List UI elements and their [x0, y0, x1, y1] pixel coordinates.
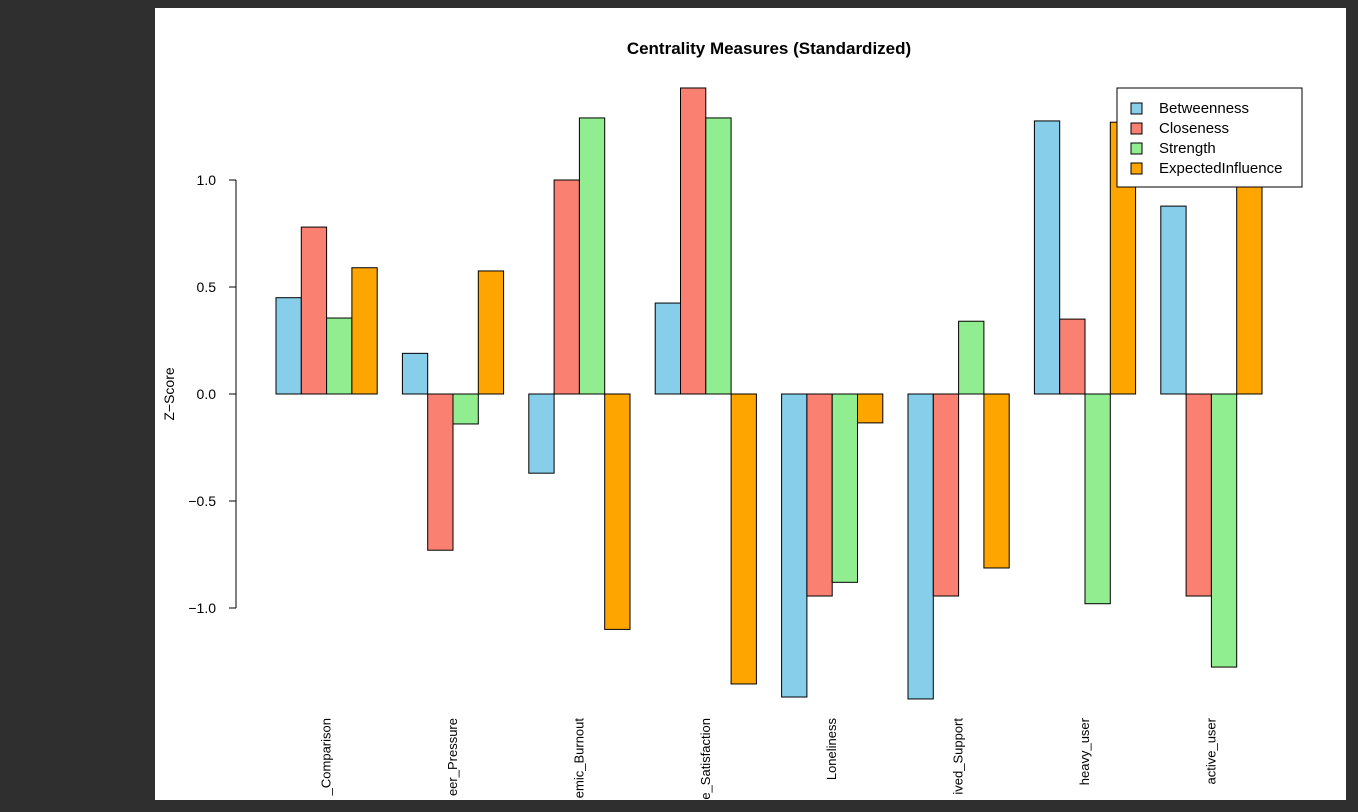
bar	[781, 393, 808, 698]
bar	[326, 317, 353, 395]
x-tick-label: Loneliness	[824, 718, 839, 781]
bar	[1033, 120, 1061, 395]
x-tick-label: e_Satisfaction	[698, 718, 713, 800]
bar	[452, 393, 479, 425]
bar	[1210, 393, 1238, 668]
bar	[578, 117, 606, 395]
y-tick-label: 0.0	[197, 386, 217, 402]
bar	[300, 226, 328, 395]
y-axis-label: Z−Score	[161, 367, 177, 421]
bar	[831, 393, 859, 583]
bar	[477, 270, 505, 395]
bar	[1185, 393, 1212, 597]
x-tick-label: active_user	[1203, 717, 1218, 784]
bar	[351, 267, 378, 395]
legend-swatch	[1130, 102, 1143, 115]
bar	[1084, 393, 1111, 605]
bar	[654, 302, 682, 395]
bar	[932, 393, 960, 597]
bar	[806, 393, 833, 597]
bar	[1236, 184, 1263, 395]
legend-label: Closeness	[1159, 120, 1229, 137]
bar	[1059, 318, 1086, 395]
bar	[730, 393, 757, 685]
x-tick-label: heavy_user	[1077, 717, 1092, 785]
chart-title: Centrality Measures (Standardized)	[627, 39, 911, 58]
bar	[680, 87, 707, 395]
y-tick-label: 1.0	[197, 172, 217, 188]
x-tick-label: _Comparison	[319, 718, 334, 796]
legend-box	[1116, 87, 1303, 188]
bar	[983, 393, 1010, 569]
bar	[604, 393, 631, 630]
y-tick-label: 0.5	[197, 279, 217, 295]
bar	[705, 117, 732, 395]
x-tick-label: emic_Burnout	[571, 718, 586, 799]
legend-label: Betweenness	[1159, 100, 1249, 117]
y-tick-label: −1.0	[188, 600, 216, 616]
legend-label: Strength	[1159, 140, 1216, 157]
bar	[275, 297, 302, 395]
bar	[528, 393, 555, 474]
bar	[907, 393, 934, 700]
bar	[1160, 205, 1187, 395]
x-tick-label: eer_Pressure	[445, 718, 460, 796]
x-tick-label: ived_Support	[951, 718, 966, 795]
bar	[958, 320, 985, 395]
legend-label: ExpectedInfluence	[1159, 160, 1282, 177]
bar	[857, 393, 884, 424]
y-tick-label: −0.5	[188, 493, 216, 509]
bar	[553, 179, 580, 395]
legend-swatch	[1130, 122, 1143, 135]
bar	[427, 393, 454, 551]
bar	[401, 352, 429, 395]
legend-swatch	[1130, 142, 1143, 155]
frame-bottom	[155, 800, 1358, 812]
legend-swatch	[1130, 162, 1143, 175]
